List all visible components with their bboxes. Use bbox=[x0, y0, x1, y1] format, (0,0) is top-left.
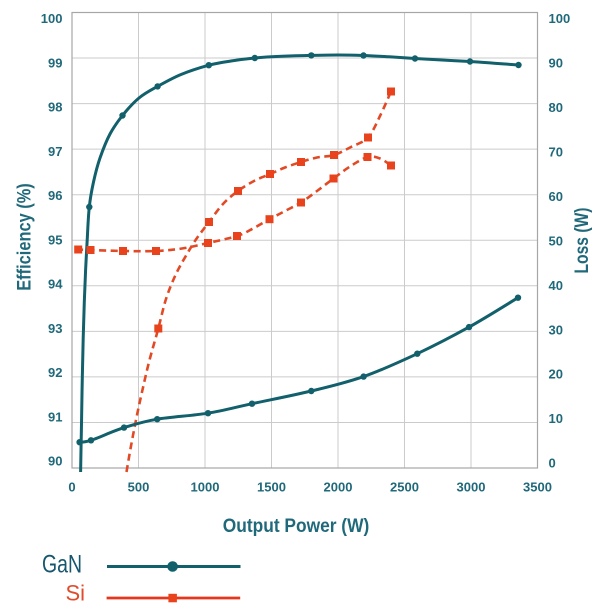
svg-text:70: 70 bbox=[549, 144, 563, 159]
svg-text:99: 99 bbox=[48, 55, 62, 70]
svg-text:0: 0 bbox=[549, 456, 556, 471]
svg-text:95: 95 bbox=[48, 232, 62, 247]
svg-text:91: 91 bbox=[48, 409, 62, 424]
svg-text:3500: 3500 bbox=[523, 480, 552, 495]
svg-text:2000: 2000 bbox=[324, 480, 353, 495]
svg-text:1000: 1000 bbox=[191, 480, 220, 495]
svg-text:10: 10 bbox=[549, 411, 563, 426]
svg-text:96: 96 bbox=[48, 188, 62, 203]
svg-text:92: 92 bbox=[48, 365, 62, 380]
svg-text:90: 90 bbox=[48, 454, 62, 469]
svg-text:30: 30 bbox=[549, 322, 563, 337]
svg-text:80: 80 bbox=[549, 100, 563, 115]
svg-text:60: 60 bbox=[549, 189, 563, 204]
svg-text:GaN: GaN bbox=[42, 550, 82, 578]
svg-text:1500: 1500 bbox=[257, 480, 286, 495]
svg-text:100: 100 bbox=[41, 11, 63, 26]
svg-text:50: 50 bbox=[549, 233, 563, 248]
svg-text:94: 94 bbox=[48, 277, 63, 292]
svg-text:2500: 2500 bbox=[390, 480, 419, 495]
svg-text:40: 40 bbox=[549, 278, 563, 293]
svg-text:20: 20 bbox=[549, 367, 563, 382]
svg-text:Si: Si bbox=[66, 581, 86, 606]
svg-text:Efficiency (%): Efficiency (%) bbox=[15, 183, 36, 291]
svg-text:Output Power (W): Output Power (W) bbox=[223, 516, 370, 537]
svg-text:3000: 3000 bbox=[457, 480, 486, 495]
svg-text:97: 97 bbox=[48, 144, 62, 159]
svg-text:0: 0 bbox=[68, 480, 75, 495]
svg-text:Loss (W): Loss (W) bbox=[572, 208, 593, 274]
svg-text:500: 500 bbox=[128, 480, 150, 495]
svg-text:93: 93 bbox=[48, 321, 62, 336]
svg-text:90: 90 bbox=[549, 55, 563, 70]
svg-text:98: 98 bbox=[48, 100, 62, 115]
svg-text:100: 100 bbox=[549, 11, 571, 26]
